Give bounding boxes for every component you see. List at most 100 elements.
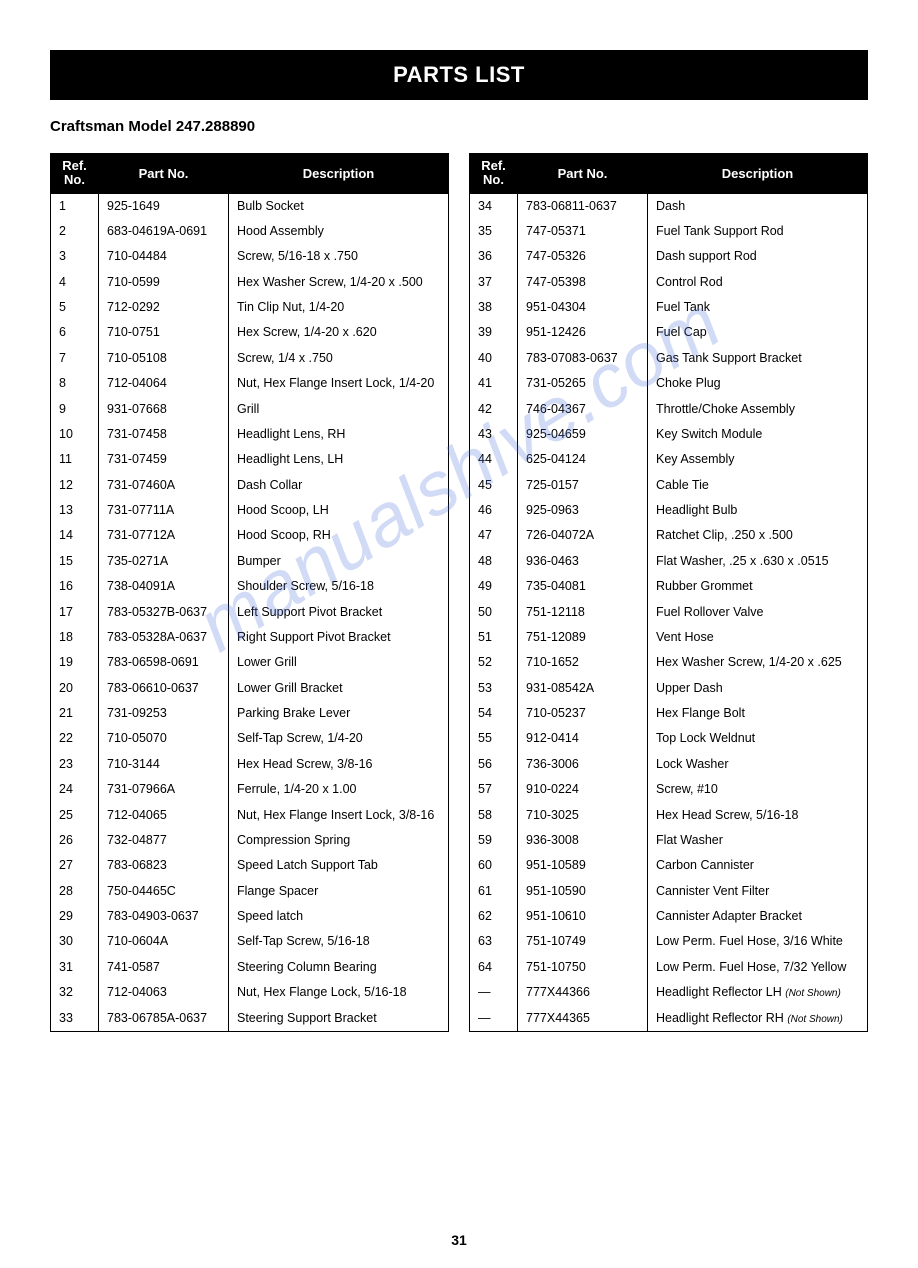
model-subtitle: Craftsman Model 247.288890 [50,118,868,135]
cell-description: Fuel Rollover Valve [648,600,868,625]
table-row: 53931-08542AUpper Dash [470,676,868,701]
cell-description: Key Switch Module [648,422,868,447]
cell-part-no: 712-04065 [99,803,229,828]
cell-ref-no: 20 [51,676,99,701]
cell-part-no: 731-07711A [99,498,229,523]
cell-description: Screw, #10 [648,777,868,802]
cell-description: Hood Scoop, LH [229,498,449,523]
table-row: 48936-0463Flat Washer, .25 x .630 x .051… [470,549,868,574]
cell-ref-no: 7 [51,346,99,371]
cell-description: Gas Tank Support Bracket [648,346,868,371]
cell-ref-no: 40 [470,346,518,371]
cell-description: Headlight Reflector LH (Not Shown) [648,980,868,1005]
cell-part-no: 936-3008 [518,828,648,853]
table-row: 30710-0604ASelf-Tap Screw, 5/16-18 [51,929,449,954]
cell-description: Bulb Socket [229,193,449,219]
table-row: 55912-0414Top Lock Weldnut [470,726,868,751]
cell-description: Parking Brake Lever [229,701,449,726]
cell-ref-no: 47 [470,523,518,548]
cell-part-no: 783-06823 [99,853,229,878]
cell-part-no: 931-07668 [99,397,229,422]
cell-description: Nut, Hex Flange Lock, 5/16-18 [229,980,449,1005]
header-title: PARTS LIST [393,62,525,87]
cell-part-no: 951-12426 [518,320,648,345]
table-row: 17783-05327B-0637Left Support Pivot Brac… [51,600,449,625]
cell-description: Throttle/Choke Assembly [648,397,868,422]
cell-ref-no: 22 [51,726,99,751]
cell-description: Grill [229,397,449,422]
cell-ref-no: 45 [470,473,518,498]
cell-description: Top Lock Weldnut [648,726,868,751]
cell-ref-no: 18 [51,625,99,650]
table-row: 13731-07711AHood Scoop, LH [51,498,449,523]
cell-part-no: 936-0463 [518,549,648,574]
cell-part-no: 750-04465C [99,879,229,904]
cell-ref-no: 25 [51,803,99,828]
cell-description: Lock Washer [648,752,868,777]
table-row: 10731-07458Headlight Lens, RH [51,422,449,447]
table-row: 24731-07966AFerrule, 1/4-20 x 1.00 [51,777,449,802]
table-row: 37747-05398Control Rod [470,270,868,295]
cell-part-no: 735-0271A [99,549,229,574]
table-header-row: Ref.No. Part No. Description [51,154,449,194]
table-row: 62951-10610Cannister Adapter Bracket [470,904,868,929]
cell-ref-no: 24 [51,777,99,802]
table-row: 21731-09253Parking Brake Lever [51,701,449,726]
cell-ref-no: — [470,980,518,1005]
cell-part-no: 731-09253 [99,701,229,726]
table-row: 23710-3144Hex Head Screw, 3/8-16 [51,752,449,777]
table-row: 51751-12089Vent Hose [470,625,868,650]
cell-description: Screw, 5/16-18 x .750 [229,244,449,269]
cell-ref-no: 64 [470,955,518,980]
cell-ref-no: 55 [470,726,518,751]
cell-description: Rubber Grommet [648,574,868,599]
cell-ref-no: 32 [51,980,99,1005]
cell-part-no: 951-10589 [518,853,648,878]
cell-part-no: 731-07712A [99,523,229,548]
parts-table-right: Ref.No. Part No. Description 34783-06811… [469,153,868,1032]
cell-ref-no: — [470,1006,518,1032]
col-part-no: Part No. [518,154,648,194]
table-row: 2683-04619A-0691Hood Assembly [51,219,449,244]
cell-part-no: 751-12089 [518,625,648,650]
table-row: 28750-04465CFlange Spacer [51,879,449,904]
cell-ref-no: 56 [470,752,518,777]
cell-ref-no: 13 [51,498,99,523]
cell-description: Ratchet Clip, .250 x .500 [648,523,868,548]
cell-part-no: 751-10749 [518,929,648,954]
cell-ref-no: 9 [51,397,99,422]
cell-description: Headlight Reflector RH (Not Shown) [648,1006,868,1032]
table-row: 54710-05237Hex Flange Bolt [470,701,868,726]
parts-table-left: Ref.No. Part No. Description 1925-1649Bu… [50,153,449,1032]
table-row: 11731-07459Headlight Lens, LH [51,447,449,472]
cell-ref-no: 63 [470,929,518,954]
table-row: 33783-06785A-0637Steering Support Bracke… [51,1006,449,1032]
table-row: 64751-10750Low Perm. Fuel Hose, 7/32 Yel… [470,955,868,980]
table-row: 49735-04081Rubber Grommet [470,574,868,599]
cell-ref-no: 3 [51,244,99,269]
table-row: —777X44365Headlight Reflector RH (Not Sh… [470,1006,868,1032]
table-row: 1925-1649Bulb Socket [51,193,449,219]
cell-description: Steering Column Bearing [229,955,449,980]
not-shown-note: (Not Shown) [787,1014,843,1025]
cell-part-no: 710-3025 [518,803,648,828]
cell-part-no: 625-04124 [518,447,648,472]
cell-ref-no: 10 [51,422,99,447]
cell-ref-no: 50 [470,600,518,625]
table-row: 12731-07460ADash Collar [51,473,449,498]
cell-part-no: 747-05398 [518,270,648,295]
cell-part-no: 738-04091A [99,574,229,599]
cell-ref-no: 41 [470,371,518,396]
cell-ref-no: 1 [51,193,99,219]
cell-ref-no: 53 [470,676,518,701]
cell-description: Right Support Pivot Bracket [229,625,449,650]
not-shown-note: (Not Shown) [785,988,841,999]
cell-description: Tin Clip Nut, 1/4-20 [229,295,449,320]
cell-description: Carbon Cannister [648,853,868,878]
cell-part-no: 683-04619A-0691 [99,219,229,244]
cell-part-no: 732-04877 [99,828,229,853]
cell-part-no: 751-10750 [518,955,648,980]
cell-ref-no: 5 [51,295,99,320]
table-row: 59936-3008Flat Washer [470,828,868,853]
table-row: 40783-07083-0637Gas Tank Support Bracket [470,346,868,371]
